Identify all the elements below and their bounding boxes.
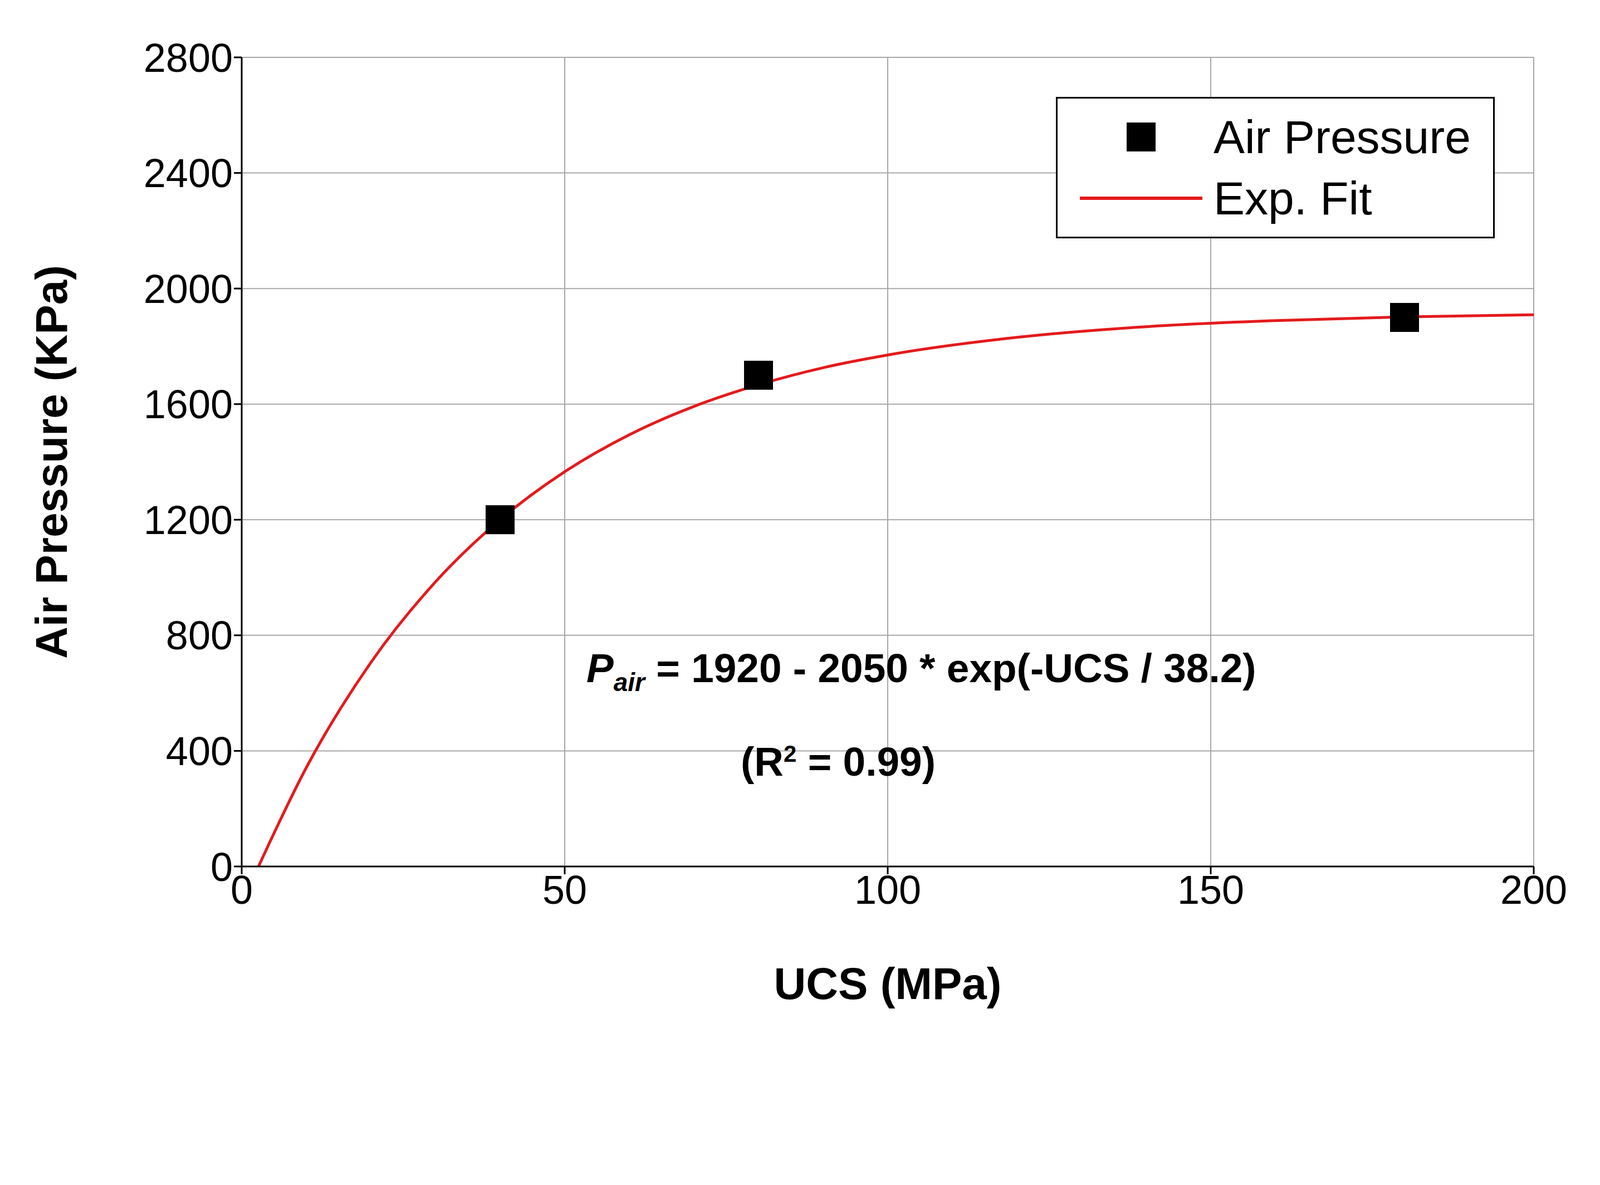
svg-text:0: 0 xyxy=(230,867,253,913)
svg-text:Air Pressure (KPa): Air Pressure (KPa) xyxy=(26,265,77,659)
svg-text:800: 800 xyxy=(165,613,233,658)
svg-text:100: 100 xyxy=(854,867,922,913)
svg-text:0: 0 xyxy=(210,844,233,890)
svg-text:2400: 2400 xyxy=(143,150,233,196)
svg-text:200: 200 xyxy=(1500,867,1568,913)
svg-text:1200: 1200 xyxy=(143,497,233,543)
svg-text:1600: 1600 xyxy=(143,382,233,427)
html-text:(R2= 0.99): (R2= 0.99) xyxy=(740,739,936,785)
html-text:Air Pressure: Air Pressure xyxy=(1213,110,1471,164)
svg-text:2800: 2800 xyxy=(143,35,233,81)
html-text:Pair= 1920 - 2050 * exp(-UCS /: Pair= 1920 - 2050 * exp(-UCS / 38.2) xyxy=(586,645,1257,697)
html-text:Exp. Fit: Exp. Fit xyxy=(1213,172,1373,225)
svg-text:50: 50 xyxy=(542,867,587,913)
svg-text:UCS (MPa): UCS (MPa) xyxy=(774,958,1002,1009)
svg-text:150: 150 xyxy=(1177,867,1245,913)
svg-text:2000: 2000 xyxy=(143,266,233,312)
svg-text:400: 400 xyxy=(165,728,233,774)
